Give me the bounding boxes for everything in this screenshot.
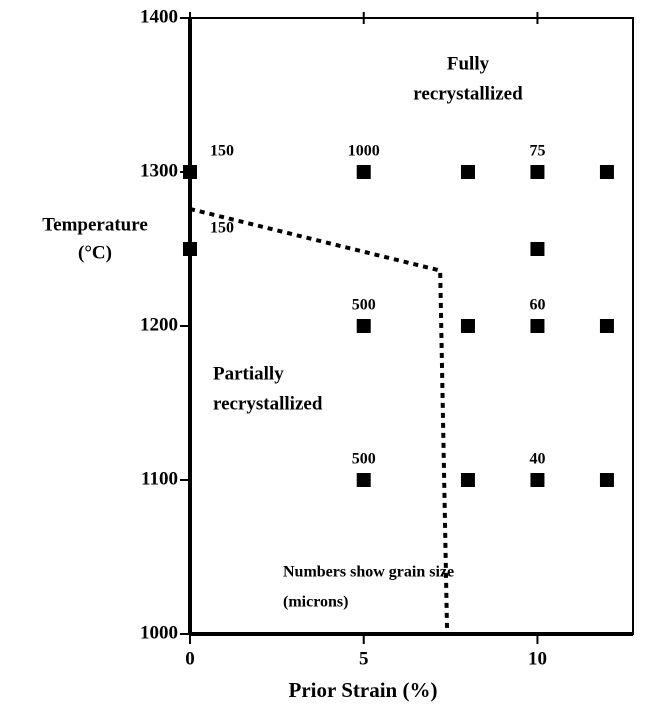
y-tick-label: 1000 (140, 622, 178, 643)
grain-size-label: 150 (210, 220, 234, 237)
data-point (356, 473, 371, 487)
grain-size-label: 1000 (348, 143, 380, 160)
grain-size-label: 60 (529, 297, 545, 314)
data-point (460, 319, 475, 333)
y-axis-label: Temperature (42, 214, 148, 235)
annotation: Partially (213, 363, 284, 384)
annotation: recrystallized (213, 393, 323, 414)
grain-size-label: 500 (352, 297, 376, 314)
annotation: Fully (447, 53, 490, 74)
data-point (460, 165, 475, 179)
annotation: recrystallized (413, 83, 523, 104)
y-tick-label: 1300 (140, 160, 178, 181)
grain-size-label: 75 (529, 143, 545, 160)
plot-frame (189, 17, 634, 635)
y-tick-label: 1200 (140, 314, 178, 335)
data-point (530, 242, 545, 256)
x-axis-label: Prior Strain (%) (289, 678, 438, 702)
y-tick-label: 1400 (140, 6, 178, 27)
annotation: (microns) (283, 594, 348, 611)
grain-size-label: 150 (210, 143, 234, 160)
annotation: Numbers show grain size (283, 564, 454, 581)
data-point (599, 473, 614, 487)
data-point (599, 319, 614, 333)
data-point (356, 319, 371, 333)
data-point (183, 165, 197, 179)
data-point (599, 165, 614, 179)
y-tick-label: 1100 (141, 468, 178, 489)
x-tick-label: 0 (185, 648, 195, 669)
data-point (356, 165, 371, 179)
data-point (530, 319, 545, 333)
grain-size-label: 500 (352, 451, 376, 468)
data-point (183, 242, 197, 256)
data-point (530, 165, 545, 179)
x-tick-label: 10 (528, 648, 547, 669)
data-point (460, 473, 475, 487)
data-point (530, 473, 545, 487)
y-axis-label: (°C) (78, 242, 112, 263)
grain-size-label: 40 (529, 451, 545, 468)
x-tick-label: 5 (359, 648, 369, 669)
